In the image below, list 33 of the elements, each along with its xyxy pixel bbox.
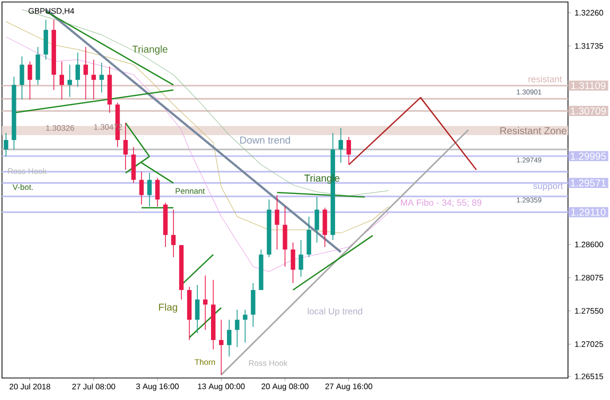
ref-line-label: 1.29571 — [570, 179, 606, 187]
band-label: Resistant Zone — [500, 126, 566, 134]
annotation: Down trend — [240, 136, 290, 144]
y-tick-label: 1.28075 — [575, 274, 604, 280]
y-tick-label: 1.26515 — [575, 374, 604, 380]
annotation: Triangle — [132, 45, 168, 55]
annotation: resistant — [528, 76, 562, 82]
y-tick-label: 1.28600 — [575, 242, 604, 248]
annotation: local Up trend — [308, 308, 362, 316]
text: GBPUSD,H4 — [28, 8, 74, 15]
annotation: Flag — [159, 303, 178, 313]
x-tick-label: 27 Aug 16:00 — [325, 384, 372, 391]
x-tick-label: 3 Aug 16:00 — [136, 384, 179, 391]
annotation: Thorn — [194, 359, 215, 365]
x-tick-label: 20 Aug 08:00 — [262, 384, 308, 391]
annotation: Ross Hook — [249, 360, 288, 366]
y-tick-label: 1.32260 — [575, 10, 604, 16]
x-tick-label: 27 Jul 08:00 — [72, 384, 116, 390]
annotation: MA Fibo - 34; 55; 89 — [400, 199, 482, 207]
y-tick-label: 1.27550 — [575, 308, 604, 314]
annotation: Ross Hook — [8, 168, 47, 174]
annotation: V-bot. — [12, 184, 33, 190]
ref-line-label: 1.29110 — [571, 208, 606, 216]
x-tick-label: 20 Jul 2018 — [10, 384, 50, 390]
y-tick-label: 1.31735 — [575, 43, 604, 49]
ref-line-label: 1.31109 — [571, 82, 606, 90]
annotation: Pennant — [176, 188, 205, 194]
ref-line-label: 1.30709 — [570, 107, 606, 114]
x-tick-label: 13 Aug 00:00 — [198, 384, 245, 391]
annotation: 1.30326 — [46, 125, 74, 131]
y-tick-label: 1.27025 — [575, 341, 604, 347]
ref-line-label: 1.29995 — [570, 152, 606, 160]
annotation: support — [533, 183, 563, 191]
